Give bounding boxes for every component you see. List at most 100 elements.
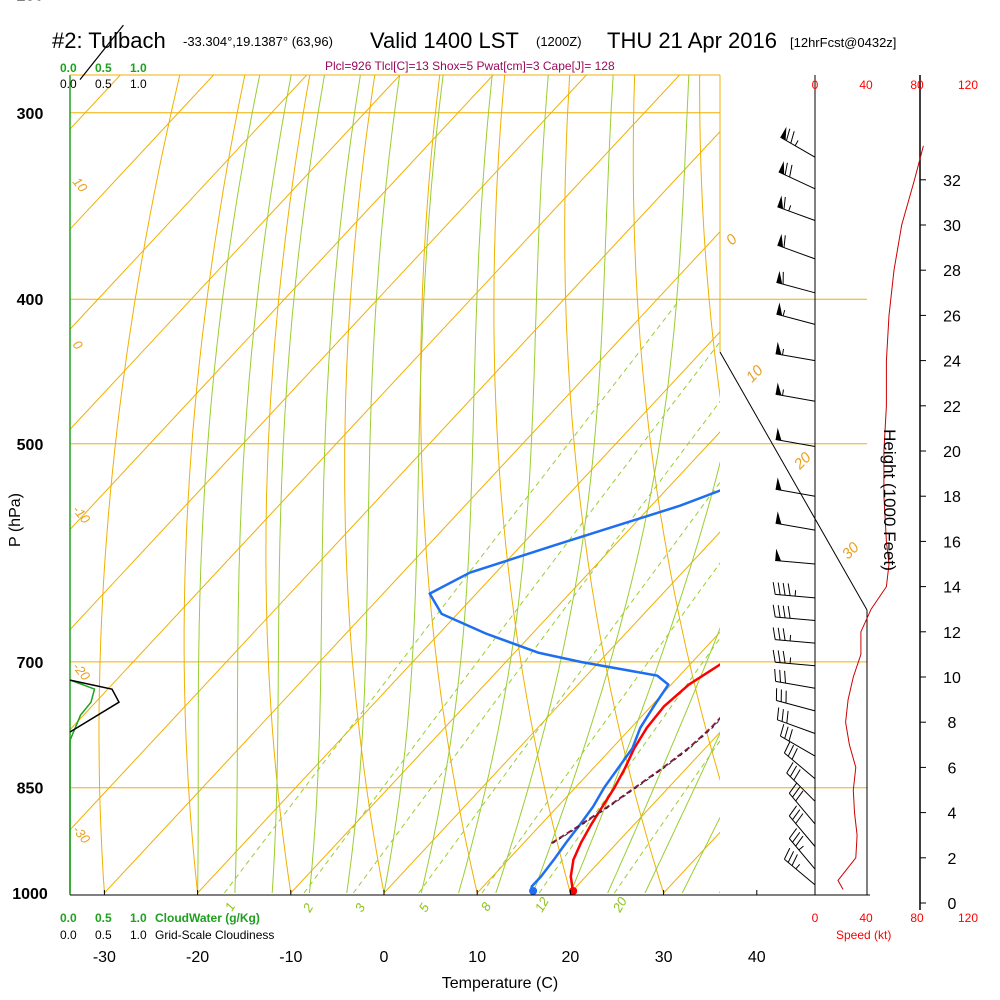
valid-time: Valid 1400 LST [370,28,519,53]
x-tick-10: 10 [468,949,486,966]
moist-adiabat-lines [197,75,720,894]
height-tick-26: 26 [943,308,961,325]
height-tick-2: 2 [948,851,957,868]
wind-barb-15-pennant [775,511,782,525]
mixing-ratio-20 [613,739,720,894]
surface-temperature-marker [569,887,578,895]
wind-barb-18-pennant [775,382,782,396]
pressure-axis: 1000 850 700 500 400 300 250 [12,0,48,903]
moist-adiabat--8 [308,75,361,894]
forecast-hour: [12hrFcst@0432z] [790,35,896,50]
pressure-tick-250: 250 [17,0,44,5]
dry-adiabat--30 [98,75,181,894]
height-tick-24: 24 [943,354,961,371]
wind-barb-22-feather [783,235,786,248]
dewpoint-trace [428,489,720,894]
pressure-tick-500: 500 [17,437,44,454]
wind-barb-5-feather [791,748,798,760]
wind-barb-22-pennant [777,233,784,248]
mixing-ratio-1 [224,298,681,894]
moist-adiabat--4 [346,75,401,894]
top-cloudiness-05: 0.5 [95,77,112,91]
wind-barb-4 [786,772,816,802]
moist-adiabat--16 [234,75,292,894]
isobar-connector [719,351,868,611]
wind-barb-1-feather [795,835,804,847]
pressure-tick-700: 700 [17,655,44,672]
x-axis-label: Temperature (C) [442,975,558,992]
moist-adiabat-28 [644,732,720,894]
isotherm--50 [70,75,681,731]
wind-barb-5-feather [783,741,791,754]
height-tick-32: 32 [943,173,961,190]
wind-barb-6-feather [784,726,789,739]
wind-barb-6 [780,735,816,757]
cloudwater-scale-0: 0.0 [60,911,77,925]
temperature-axis: -30 -20 -10 0 10 20 30 40 [93,890,766,966]
dry-adiabat-30 [564,75,665,894]
isotherm--10 [290,431,720,894]
isotherm--90 [70,75,308,331]
wind-barb-23-half [788,205,792,212]
wind-barb-1-feather [788,828,798,839]
top-cloudwater-05: 0.5 [95,61,112,75]
isotherm--80 [70,75,401,431]
height-tick-30: 30 [943,218,961,235]
pressure-tick-400: 400 [17,292,44,309]
wind-barb-3-feather [788,782,798,794]
isotherm-label-0: 0 [723,230,741,248]
speed-tick-top-40: 40 [859,78,873,92]
wind-barb-1 [788,838,816,870]
height-tick-20: 20 [943,444,961,461]
wind-barb-9 [775,680,816,689]
top-cloudwater-1: 1.0 [130,61,147,75]
wind-barb-25 [780,136,816,158]
wind-barb-2-feather [795,813,804,824]
wind-barb-9-feather [779,669,781,683]
dry-adiabat-40 [632,75,720,782]
wind-barb-0-feather [787,851,795,863]
height-axis-label: Height (1000 Feet) [880,429,899,571]
bottom-scales: 0.0 0.5 1.0 CloudWater (g/Kg) 0.0 0.5 1.… [60,911,274,942]
wind-barb-6-feather [779,724,785,737]
wind-barb-0-half [795,863,801,870]
wind-barb-2-feather [792,809,801,820]
cloudiness-trace [69,679,120,733]
wind-barb-17 [775,439,816,447]
wind-barb-16 [775,488,816,497]
wind-barb-1-feather [792,832,801,843]
wind-barb-20-pennant [776,302,783,316]
wind-barb-12 [775,616,816,621]
top-cloudwater-0: 0.0 [60,61,77,75]
moist-adiabat-12 [495,75,614,894]
dry-adiabat-label--10: -10 [70,502,94,527]
cloudiness-scale-0: 0.0 [60,928,77,942]
wind-barb-21-pennant [776,270,783,284]
wind-barb-6-feather [788,729,793,742]
wind-barb-11-half [789,634,792,641]
x-tick-30: 30 [655,949,673,966]
cloudiness-top-trace [79,24,124,80]
temperature-trace [569,663,720,894]
wind-speed-trace [837,145,924,890]
wind-barb-0 [784,858,816,886]
wind-barb-7-feather [786,710,789,724]
wind-barb-10-feather [777,650,781,663]
mixing-ratio-8 [481,562,720,894]
moist-adiabat--12 [271,75,326,894]
wind-barb-12-feather [787,606,791,619]
height-tick-12: 12 [943,625,961,642]
wind-barb-10 [775,661,816,667]
wind-barb-16-pennant [775,477,782,491]
wind-barb-2-feather [788,805,798,817]
moist-adiabat-24 [607,627,720,894]
wind-barb-10-half [789,657,792,664]
wind-barb-3-feather [792,786,801,798]
wind-barb-7 [777,719,816,734]
isotherm--130 [0,0,9,893]
wind-barb-11-feather [782,628,786,641]
wind-barb-11-feather [777,627,781,641]
wind-barb-14-pennant [775,548,782,561]
x-tick--30: -30 [93,949,116,966]
